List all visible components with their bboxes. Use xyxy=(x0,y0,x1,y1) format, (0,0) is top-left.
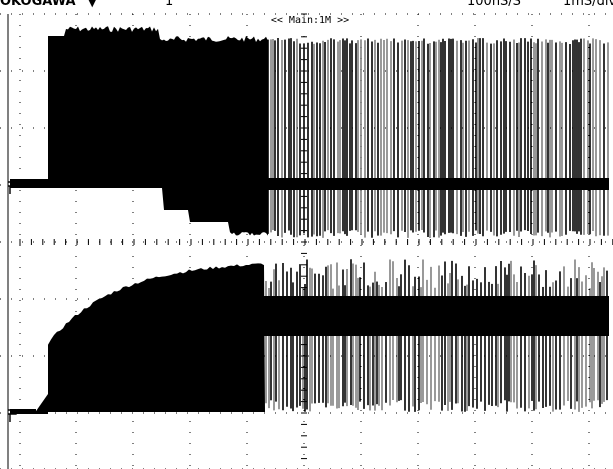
ground-marker-icon xyxy=(8,181,17,194)
trace-lower xyxy=(10,259,609,414)
top-bar: OKOGAWA ▼ 1 100nS/S 1mS/div xyxy=(0,0,613,14)
ground-marker-icon xyxy=(8,409,17,422)
ground-markers xyxy=(8,181,17,422)
trace-layer xyxy=(10,26,609,414)
trace-lower-ramp xyxy=(48,263,265,412)
trace-lower-ramp-start xyxy=(34,394,48,414)
trigger-arrow-icon[interactable]: ▼ xyxy=(88,0,97,9)
trace-lower-band xyxy=(264,296,609,336)
time-div-label: 1mS/div xyxy=(563,0,613,9)
trace-upper-baseline xyxy=(10,179,50,188)
sample-rate-label: 100nS/S xyxy=(467,0,521,9)
trace-upper-block xyxy=(48,26,268,236)
trace-upper xyxy=(10,26,609,238)
trace-lower-baseline xyxy=(10,409,36,414)
zoom-window-label: << Main:1M >> xyxy=(252,15,368,27)
channel-label: 1 xyxy=(165,0,174,9)
brand-label: OKOGAWA xyxy=(0,0,76,9)
